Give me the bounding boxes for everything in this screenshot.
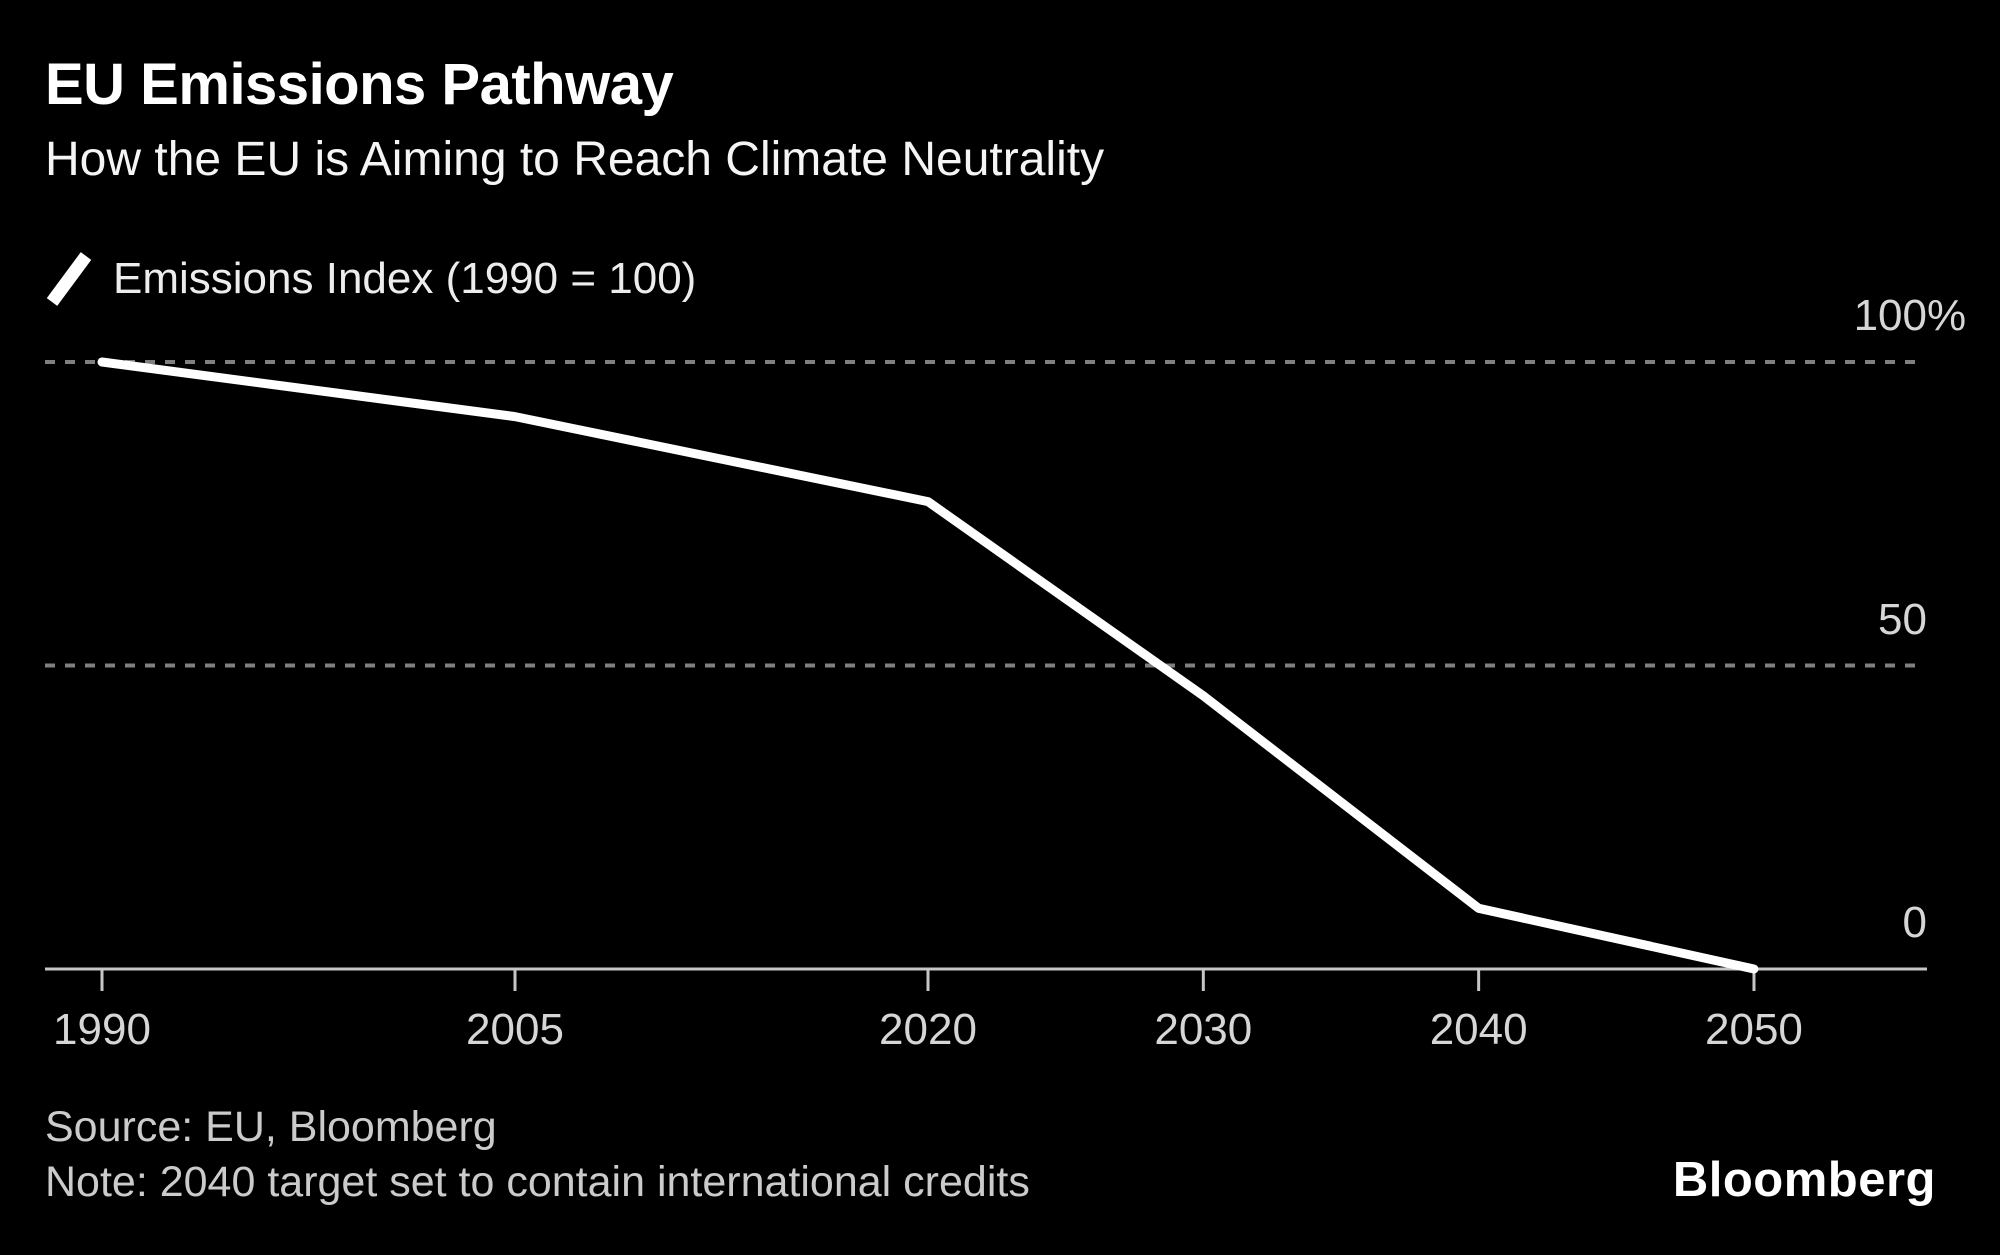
- bloomberg-logo: Bloomberg: [1672, 1153, 1936, 1207]
- note-text: Note: 2040 target set to contain interna…: [45, 1158, 1030, 1206]
- percent-suffix: %: [1927, 291, 1967, 340]
- legend-label: Emissions Index (1990 = 100): [113, 254, 697, 303]
- x-axis-tick-label: 1990: [53, 1005, 151, 1054]
- emissions-line-series: [97, 357, 1759, 974]
- y-axis-tick-label: 50: [1878, 594, 1927, 644]
- x-axis-tick-label: 2020: [879, 1005, 977, 1054]
- source-text: Source: EU, Bloomberg: [45, 1103, 497, 1151]
- y-axis-tick-label: 100%: [1853, 291, 1967, 340]
- line-slash-icon: [46, 252, 92, 306]
- x-axis-tick-label: 2050: [1705, 1005, 1803, 1054]
- footnotes: Source: EU, Bloomberg Note: 2040 target …: [45, 1100, 1030, 1210]
- legend: Emissions Index (1990 = 100): [45, 248, 696, 310]
- y-axis-tick-label: 0: [1902, 898, 1927, 947]
- x-axis-tick-label: 2030: [1154, 1005, 1253, 1054]
- chart-title: EU Emissions Pathway: [45, 52, 674, 117]
- x-axis-tick-label: 2005: [466, 1005, 564, 1054]
- chart-subtitle: How the EU is Aiming to Reach Climate Ne…: [45, 133, 1105, 186]
- x-axis-tick-label: 2040: [1429, 1005, 1528, 1054]
